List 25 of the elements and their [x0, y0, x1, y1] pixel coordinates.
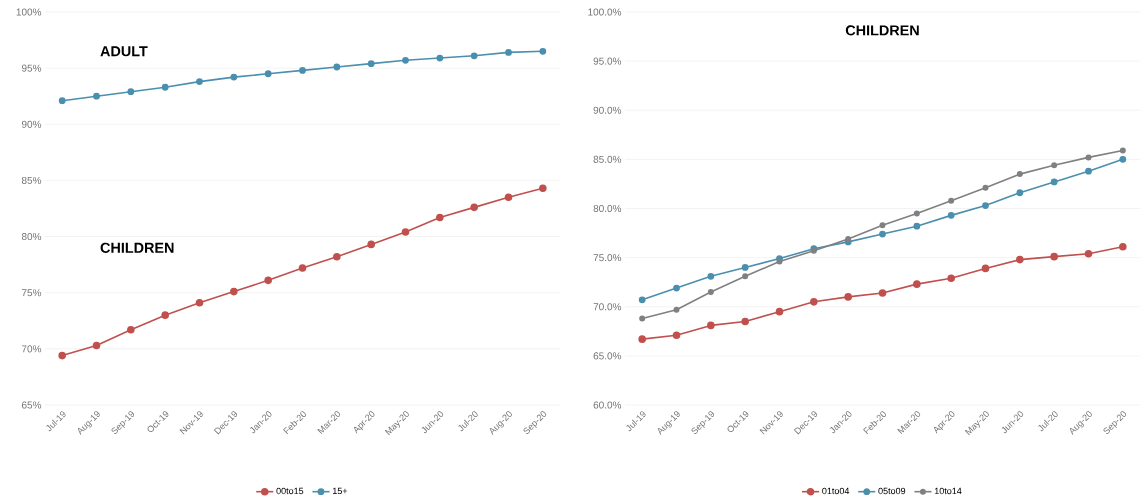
y-tick-label: 90% — [21, 120, 42, 128]
y-tick-label: 65.0% — [593, 352, 622, 360]
y-tick-label: 100% — [16, 8, 42, 16]
legend-label: 15+ — [333, 487, 348, 495]
y-tick-label: 70% — [21, 345, 42, 353]
y-tick-label: 75% — [21, 289, 42, 297]
y-tick-label: 65% — [21, 401, 42, 409]
legend-label: 00to15 — [276, 487, 304, 495]
y-tick-label: 70.0% — [593, 303, 622, 311]
y-tick-label: 80% — [21, 233, 42, 241]
y-tick-label: 95.0% — [593, 57, 622, 65]
y-tick-label: 80.0% — [593, 204, 622, 213]
legend-label: 01to04 — [822, 487, 850, 495]
legend-label: 05to09 — [878, 487, 906, 495]
legend-label: 10to14 — [934, 487, 962, 495]
y-tick-label: 75.0% — [593, 254, 622, 262]
y-tick-label: 60.0% — [593, 401, 622, 409]
y-tick-label: 95% — [21, 64, 42, 72]
annotation: ADULT — [100, 46, 148, 57]
y-tick-label: 85.0% — [593, 155, 622, 163]
text: CHILDREN — [845, 25, 919, 36]
annotation: CHILDREN — [100, 242, 174, 253]
y-tick-label: 90.0% — [593, 106, 622, 114]
y-tick-label: 85% — [21, 176, 42, 184]
y-tick-label: 100.0% — [588, 8, 622, 16]
